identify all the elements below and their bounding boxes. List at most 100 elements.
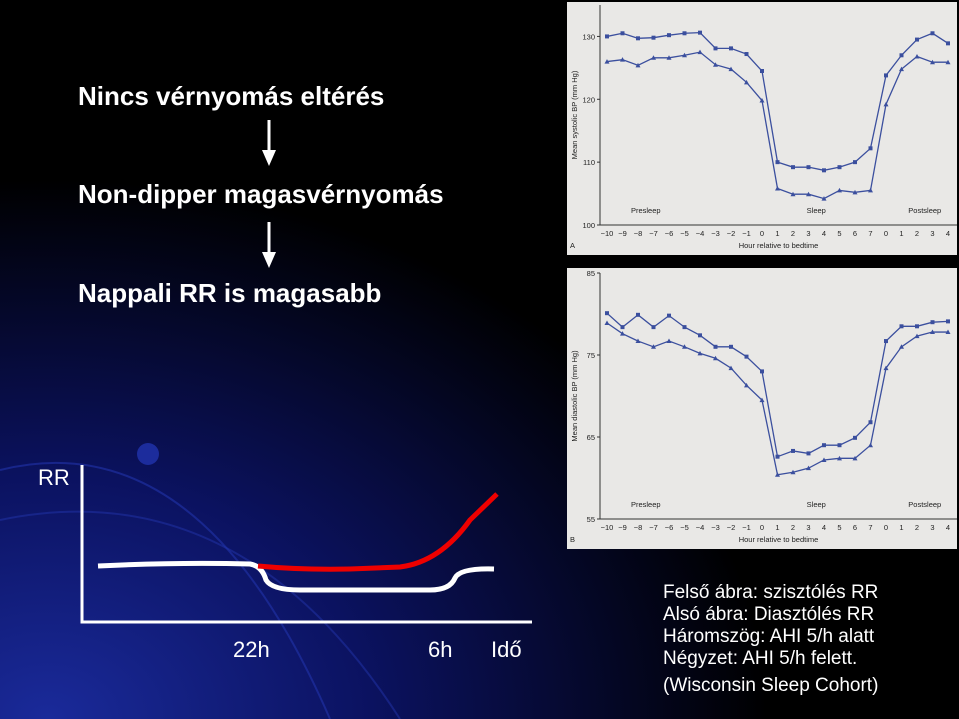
marker (729, 344, 733, 349)
marker (744, 52, 749, 57)
marker (945, 329, 951, 335)
x-tick-label: −7 (649, 229, 658, 238)
marker (698, 30, 702, 35)
marker (713, 46, 718, 51)
marker (791, 448, 795, 453)
marker (899, 324, 904, 329)
x-tick-label: −7 (649, 523, 658, 532)
marker (728, 66, 734, 72)
annotation: Presleep (631, 500, 661, 509)
y-tick-label: 75 (587, 351, 595, 360)
marker (759, 397, 765, 403)
marker (914, 54, 920, 59)
marker (728, 365, 734, 371)
marker (806, 165, 811, 170)
x-tick-label: 4 (822, 229, 826, 238)
marker (697, 350, 703, 356)
slide-line: Nincs vérnyomás eltérés (78, 81, 384, 111)
caption-line: Háromszög: AHI 5/h alatt (663, 626, 875, 647)
marker (682, 344, 687, 349)
marker (744, 382, 749, 388)
marker (930, 320, 935, 325)
marker (682, 325, 687, 330)
x-tick-label: −6 (665, 523, 674, 532)
marker (667, 313, 671, 318)
marker (945, 59, 951, 65)
marker (775, 160, 780, 165)
marker (883, 101, 889, 107)
marker (915, 324, 919, 329)
x-tick-label: −8 (634, 229, 643, 238)
marker (806, 465, 811, 471)
y-tick-label: 100 (582, 221, 595, 230)
marker (868, 187, 873, 193)
sketch-x-label: 22h (233, 637, 270, 662)
annotation: Presleep (631, 206, 661, 215)
y-tick-label: 65 (587, 433, 595, 442)
x-tick-label: −1 (742, 523, 751, 532)
marker (744, 79, 749, 85)
marker (651, 325, 656, 330)
sketch-x-label: 6h (428, 637, 452, 662)
x-tick-label: 7 (868, 229, 872, 238)
decor (137, 443, 159, 465)
x-tick-label: −2 (727, 523, 736, 532)
marker (604, 59, 610, 64)
y-tick-label: 55 (587, 515, 595, 524)
x-tick-label: 1 (899, 229, 903, 238)
marker (837, 443, 842, 448)
marker (698, 333, 702, 338)
x-tick-label: 6 (853, 523, 857, 532)
marker (837, 165, 842, 170)
marker (775, 472, 780, 477)
arrow (262, 222, 276, 268)
x-tick-label: −4 (696, 229, 705, 238)
slide-line: Nappali RR is magasabb (78, 278, 381, 308)
sketch-y-label: RR (38, 465, 70, 490)
marker (790, 191, 796, 197)
marker (682, 31, 687, 36)
marker (729, 46, 733, 51)
y-axis-label: Mean diastolic BP (mm Hg) (570, 350, 579, 442)
arrow (262, 120, 276, 166)
y-tick-label: 120 (582, 95, 595, 104)
marker (822, 168, 826, 173)
marker (775, 186, 780, 191)
marker (790, 469, 796, 475)
marker (852, 455, 858, 461)
x-tick-label: 0 (884, 523, 888, 532)
x-tick-label: 4 (946, 523, 950, 532)
marker (760, 369, 764, 374)
x-tick-label: −5 (680, 523, 689, 532)
y-axis-label: Mean systolic BP (mm Hg) (570, 70, 579, 159)
x-tick-label: 2 (791, 523, 795, 532)
x-axis-label: Hour relative to bedtime (739, 535, 819, 544)
decor (0, 510, 401, 719)
marker (821, 457, 827, 462)
x-tick-label: −6 (665, 229, 674, 238)
marker (759, 98, 765, 103)
x-tick-label: −5 (680, 229, 689, 238)
marker (666, 55, 672, 60)
marker (852, 189, 858, 195)
panel-letter: A (570, 241, 575, 250)
caption-line: Felső ábra: szisztólés RR (663, 582, 878, 603)
slide-line: Non-dipper magasvérnyomás (78, 179, 444, 209)
x-tick-label: 3 (930, 523, 934, 532)
x-tick-label: −8 (634, 523, 643, 532)
marker (605, 311, 609, 316)
sketch-axes (80, 465, 532, 624)
marker (883, 365, 889, 371)
marker (635, 62, 641, 68)
marker (806, 451, 811, 456)
marker (899, 66, 904, 72)
marker (914, 333, 920, 339)
x-tick-label: −2 (727, 229, 736, 238)
marker (868, 420, 873, 425)
marker (636, 312, 640, 317)
x-tick-label: 0 (760, 523, 764, 532)
marker (620, 325, 625, 330)
marker (946, 319, 950, 324)
panel-letter: B (570, 535, 575, 544)
